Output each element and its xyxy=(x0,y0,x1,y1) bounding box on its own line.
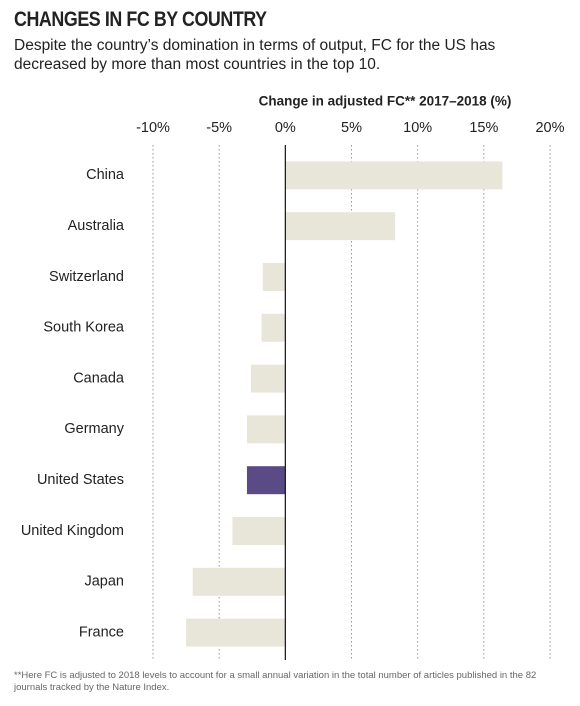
bar xyxy=(186,618,286,647)
chart-subtitle: Despite the country’s domination in term… xyxy=(14,37,496,73)
bar xyxy=(232,517,286,545)
chart-title: CHANGES IN FC BY COUNTRY xyxy=(14,8,267,31)
x-tick-label: 10% xyxy=(403,120,432,136)
bar xyxy=(246,415,286,444)
bar xyxy=(192,567,286,596)
y-tick-label: United States xyxy=(37,472,124,488)
x-tick-label: 15% xyxy=(469,120,498,136)
y-tick-label: South Korea xyxy=(43,320,125,336)
bar xyxy=(285,161,503,190)
y-tick-label: Canada xyxy=(73,370,125,386)
bar xyxy=(285,212,396,241)
bar xyxy=(262,263,286,291)
x-tick-label: -5% xyxy=(206,120,232,136)
x-tick-label: 20% xyxy=(535,120,564,136)
y-tick-label: United Kingdom xyxy=(21,523,124,539)
bar xyxy=(250,364,286,393)
y-tick-label: Australia xyxy=(68,218,125,234)
y-tick-label: Switzerland xyxy=(49,269,124,285)
y-tick-label: France xyxy=(79,624,124,640)
bar xyxy=(246,466,286,495)
y-tick-label: Japan xyxy=(84,574,124,590)
x-tick-label: 0% xyxy=(275,120,296,136)
x-tick-label: -10% xyxy=(136,120,170,136)
bar xyxy=(261,313,286,342)
axis-title: Change in adjusted FC** 2017–2018 (%) xyxy=(259,94,512,109)
y-tick-label: Germany xyxy=(64,421,124,437)
footnote: **Here FC is adjusted to 2018 levels to … xyxy=(14,670,537,693)
y-tick-label: China xyxy=(86,167,125,183)
x-tick-label: 5% xyxy=(341,120,362,136)
